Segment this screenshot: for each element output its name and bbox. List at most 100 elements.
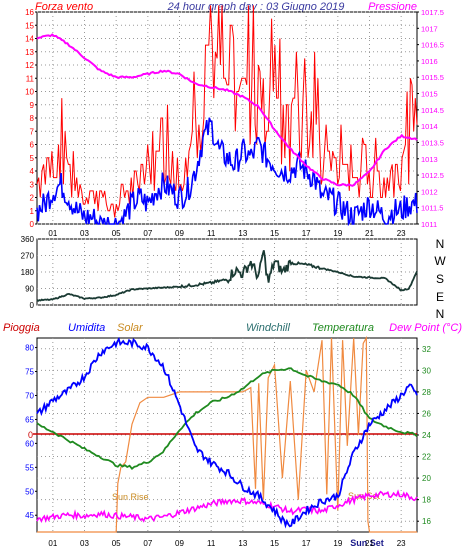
wind-x-tick-label: 07 <box>143 229 152 238</box>
pressure-tick-label: 1015 <box>421 90 438 99</box>
direction-series <box>36 250 418 302</box>
humidity-legend-label: Umidita <box>68 322 105 334</box>
temperature-tick-label: 26 <box>422 409 431 418</box>
temperature-tick-label: 32 <box>422 345 431 354</box>
wind-x-tick-label: 19 <box>333 229 342 238</box>
wind-tick-label: 14 <box>25 35 34 44</box>
pressure-tick-label: 1015.5 <box>421 73 444 82</box>
rain-legend-label: Pioggia <box>3 322 40 334</box>
windchill-legend-label: Windchill <box>246 322 290 334</box>
compass-label: S <box>436 272 444 286</box>
wind-tick-label: 4 <box>30 167 35 176</box>
temperature-tick-label: 28 <box>422 388 431 397</box>
solar-legend-label: Solar <box>117 322 144 334</box>
pressure-tick-label: 1017 <box>421 24 438 33</box>
chart-marks: 01234567891011121314151610111011.5101210… <box>21 5 446 548</box>
temperature-tick-label: 30 <box>422 366 431 375</box>
dewpoint-legend-label: Dew Point (°C) <box>389 322 462 334</box>
wind-tick-label: 16 <box>25 8 34 17</box>
humidity-series <box>36 336 418 529</box>
chart-title: 24 hour graph day : 03 Giugno 2019 <box>167 1 345 13</box>
temperature-legend-label: Temperatura <box>312 322 374 334</box>
temp-x-tick-label: 21 <box>365 539 374 548</box>
temp-x-tick-label: 05 <box>112 539 121 548</box>
humidity-tick-label: 50 <box>25 487 34 496</box>
wind-tick-label: 2 <box>30 194 35 203</box>
wind-tick-label: 12 <box>25 61 34 70</box>
pressure-tick-label: 1013.5 <box>421 138 444 147</box>
wind-x-tick-label: 21 <box>365 229 374 238</box>
temp-x-tick-label: 03 <box>80 539 89 548</box>
wind-tick-label: 15 <box>25 21 34 30</box>
pressure-tick-label: 1014 <box>421 122 438 131</box>
wind-x-tick-label: 01 <box>48 229 57 238</box>
pressure-tick-label: 1013 <box>421 155 438 164</box>
direction-tick-label: 90 <box>25 285 34 294</box>
temp-x-tick-label: 17 <box>302 539 311 548</box>
temp-x-tick-label: 11 <box>207 539 216 548</box>
wind-tick-label: 7 <box>30 127 35 136</box>
temperature-series <box>36 367 418 470</box>
wind-x-tick-label: 09 <box>175 229 184 238</box>
wind-tick-label: 5 <box>30 154 35 163</box>
temp-x-tick-label: 23 <box>397 539 406 548</box>
pressure-tick-label: 1016 <box>421 57 438 66</box>
sunset-label: Sun Set <box>348 491 381 501</box>
direction-tick-label: 0 <box>30 301 35 310</box>
direction-tick-label: 180 <box>21 268 35 277</box>
wind-tick-label: 3 <box>30 180 35 189</box>
direction-tick-label: 360 <box>21 235 35 244</box>
wind-tick-label: 6 <box>30 141 35 150</box>
wind-tick-label: 1 <box>30 207 35 216</box>
temperature-tick-label: 16 <box>422 517 431 526</box>
wind-x-tick-label: 11 <box>207 229 216 238</box>
humidity-tick-label: 80 <box>25 344 34 353</box>
wind-x-tick-label: 05 <box>112 229 121 238</box>
temperature-tick-label: 20 <box>422 474 431 483</box>
pressure-tick-label: 1012 <box>421 187 438 196</box>
temperature-tick-label: 22 <box>422 453 431 462</box>
wind-tick-label: 13 <box>25 48 34 57</box>
temp-x-tick-label: 09 <box>175 539 184 548</box>
sunrise-label: Sun Rise <box>112 492 149 502</box>
temperature-tick-label: 18 <box>422 496 431 505</box>
wind-series <box>36 117 418 227</box>
temp-x-tick-label: 19 <box>333 539 342 548</box>
wind-x-tick-label: 23 <box>397 229 406 238</box>
rain-value-label: 0 <box>28 430 33 440</box>
temp-x-tick-label: 13 <box>238 539 247 548</box>
wind-axis-title: Forza vento <box>35 1 93 13</box>
pressure-tick-label: 1011 <box>421 220 437 229</box>
gust-series <box>36 5 418 218</box>
sunset-axis-label: Sun Set <box>350 538 384 548</box>
compass-label: N <box>436 237 445 251</box>
dewpoint-series <box>36 489 418 524</box>
pressure-axis-title: Pressione <box>368 1 417 13</box>
humidity-tick-label: 70 <box>25 391 34 400</box>
temp-x-tick-label: 15 <box>270 539 279 548</box>
pressure-tick-label: 1017.5 <box>421 8 444 17</box>
wind-x-tick-label: 15 <box>270 229 279 238</box>
humidity-tick-label: 75 <box>25 368 34 377</box>
pressure-tick-label: 1011.5 <box>421 204 443 213</box>
pressure-tick-label: 1016.5 <box>421 41 444 50</box>
pressure-tick-label: 1014.5 <box>421 106 444 115</box>
temperature-tick-label: 24 <box>422 431 431 440</box>
wind-tick-label: 0 <box>30 220 35 229</box>
wind-x-tick-label: 03 <box>80 229 89 238</box>
pressure-series <box>36 33 418 187</box>
temp-x-tick-label: 07 <box>143 539 152 548</box>
wind-tick-label: 11 <box>26 74 35 83</box>
wind-x-tick-label: 13 <box>238 229 247 238</box>
compass-label: N <box>436 307 445 321</box>
wind-tick-label: 8 <box>30 114 35 123</box>
humidity-tick-label: 45 <box>25 511 34 520</box>
humidity-tick-label: 65 <box>25 415 34 424</box>
wind-x-tick-label: 17 <box>302 229 311 238</box>
humidity-tick-label: 55 <box>25 463 34 472</box>
pressure-tick-label: 1012.5 <box>421 171 444 180</box>
wind-tick-label: 9 <box>30 101 35 110</box>
direction-tick-label: 270 <box>21 252 35 261</box>
